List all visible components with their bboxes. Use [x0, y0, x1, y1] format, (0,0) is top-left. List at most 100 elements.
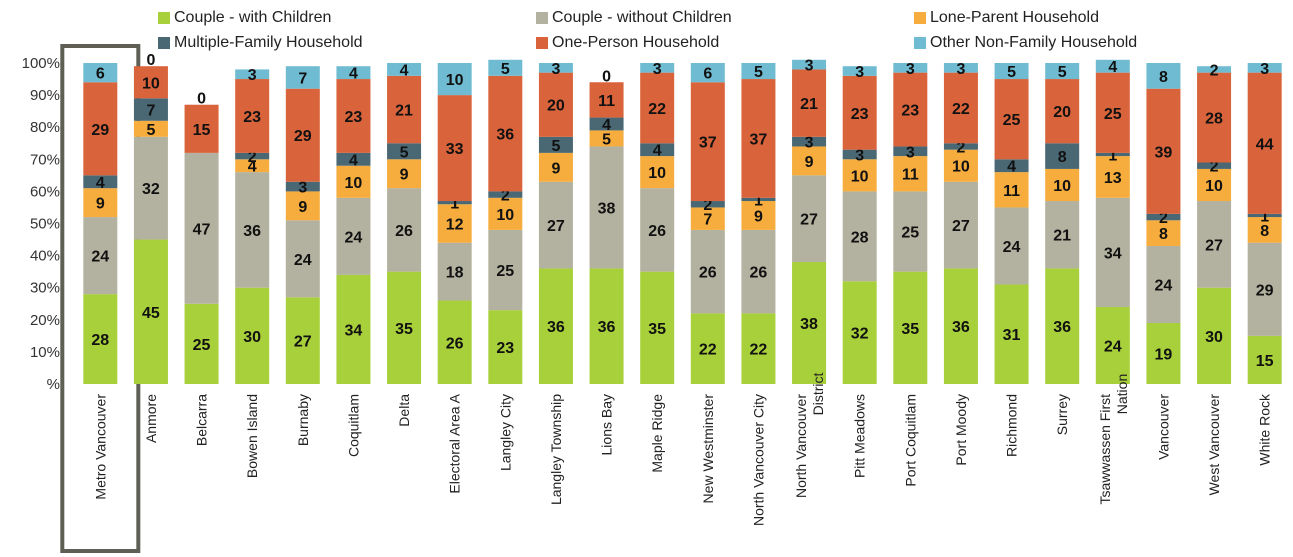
- bar-segment: [690, 63, 725, 83]
- data-label: 4: [602, 117, 611, 134]
- legend-swatch: [914, 37, 926, 49]
- x-tick-label: Burnaby: [295, 394, 311, 446]
- data-label: 0: [602, 68, 611, 85]
- bar-segment: [184, 303, 219, 384]
- x-tick-label: North VancouverDistrict: [793, 373, 826, 499]
- data-label: 5: [146, 122, 155, 139]
- data-label: 3: [298, 180, 307, 197]
- data-label: 10: [952, 159, 970, 176]
- data-label: 4: [96, 175, 105, 192]
- bar-segment: [1095, 152, 1130, 157]
- x-axis-labels: Metro Vancouver Anmore Belcarra Bowen Islan…: [92, 373, 1272, 527]
- data-label: 33: [446, 141, 464, 158]
- bar-segment: [792, 59, 827, 70]
- bar-segment: [741, 313, 776, 384]
- data-label: 27: [547, 218, 565, 235]
- data-label: 15: [193, 122, 211, 139]
- data-label: 36: [598, 319, 616, 336]
- data-label: 24: [1155, 277, 1173, 294]
- x-tick-label: North Vancouver City: [750, 394, 766, 526]
- x-tick-label: Langley Township: [548, 394, 564, 505]
- legend-swatch: [158, 37, 170, 49]
- bar-segment: [741, 197, 776, 202]
- bar-segment: [1146, 63, 1181, 89]
- data-label: 8: [1058, 149, 1067, 166]
- data-label: 27: [294, 334, 312, 351]
- bar-segment: [640, 143, 675, 157]
- x-tick-label: Anmore: [143, 394, 159, 443]
- bar-segment: [1095, 306, 1130, 384]
- legend-swatch: [914, 12, 926, 24]
- bar-segment: [1197, 201, 1232, 288]
- x-tick-label: Coquitlam: [345, 394, 361, 457]
- data-label: 25: [193, 337, 211, 354]
- bar-segment: [133, 98, 168, 121]
- data-label: 1: [450, 196, 459, 213]
- x-tick-label: New Westminster: [700, 394, 716, 504]
- bar-segment: [83, 294, 118, 384]
- data-label: 24: [1104, 338, 1122, 355]
- data-label: 32: [851, 326, 869, 343]
- bar-segment: [1146, 213, 1181, 221]
- data-label: 1: [754, 192, 763, 209]
- data-label: 20: [1053, 104, 1071, 121]
- bar-segment: [437, 204, 472, 243]
- data-label: 22: [648, 101, 666, 118]
- bar-segment: [893, 72, 928, 147]
- data-label: 2: [703, 197, 712, 214]
- bar-segment: [842, 281, 877, 384]
- legend-item: Other Non-Family Household: [914, 33, 1137, 53]
- bar-segment: [437, 242, 472, 301]
- y-tick-label: 60%: [30, 183, 60, 200]
- data-label: 23: [496, 340, 514, 357]
- data-label: 9: [551, 160, 560, 177]
- data-label: 11: [1003, 183, 1020, 200]
- legend-item: Couple - with Children: [158, 8, 331, 28]
- bar-segment: [994, 63, 1029, 80]
- data-label: 32: [142, 181, 160, 198]
- data-label: 36: [952, 319, 970, 336]
- x-tick-label: Pitt Meadows: [852, 394, 868, 478]
- bar-segment: [1146, 245, 1181, 324]
- bar-segment: [943, 63, 978, 73]
- bar-segment: [943, 143, 978, 150]
- data-label: 10: [851, 168, 869, 185]
- bar-segment: [842, 149, 877, 160]
- data-label: 15: [1256, 353, 1274, 370]
- data-label: 26: [750, 265, 768, 282]
- data-label: 4: [349, 66, 358, 83]
- bar-segment: [1095, 197, 1130, 307]
- data-label: 22: [699, 342, 717, 359]
- x-tick-label: Port Moody: [953, 394, 969, 466]
- bars: 2824942964532571002547015030364223327249…: [60, 44, 1282, 553]
- bar-segment: [538, 63, 573, 73]
- bar-segment: [437, 300, 472, 384]
- data-label: 21: [395, 103, 413, 120]
- data-label: 4: [1007, 159, 1016, 176]
- bar-segment: [538, 181, 573, 269]
- data-label: 20: [547, 98, 565, 115]
- data-label: 23: [243, 109, 261, 126]
- data-label: 38: [800, 316, 818, 333]
- data-label: 21: [1053, 228, 1071, 245]
- data-label: 3: [805, 135, 814, 152]
- data-label: 24: [345, 229, 363, 246]
- x-tick-label: Lions Bay: [599, 394, 615, 455]
- legend-label: Couple - with Children: [174, 9, 332, 26]
- x-tick-label: White Rock: [1257, 393, 1273, 466]
- data-label: 9: [96, 196, 105, 213]
- bar-segment: [842, 191, 877, 282]
- data-label: 28: [851, 229, 869, 246]
- bar-segment: [235, 287, 270, 384]
- bar-segment: [893, 191, 928, 272]
- y-tick-label: 100%: [22, 55, 60, 72]
- bar-segment: [1146, 220, 1181, 246]
- data-label: 5: [1058, 64, 1067, 81]
- data-label: 10: [345, 175, 363, 192]
- data-label: 3: [956, 61, 965, 78]
- bar-segment: [184, 152, 219, 304]
- data-label: 8: [1260, 223, 1269, 240]
- bar-segment: [1247, 335, 1282, 384]
- bar-segment: [1045, 143, 1080, 169]
